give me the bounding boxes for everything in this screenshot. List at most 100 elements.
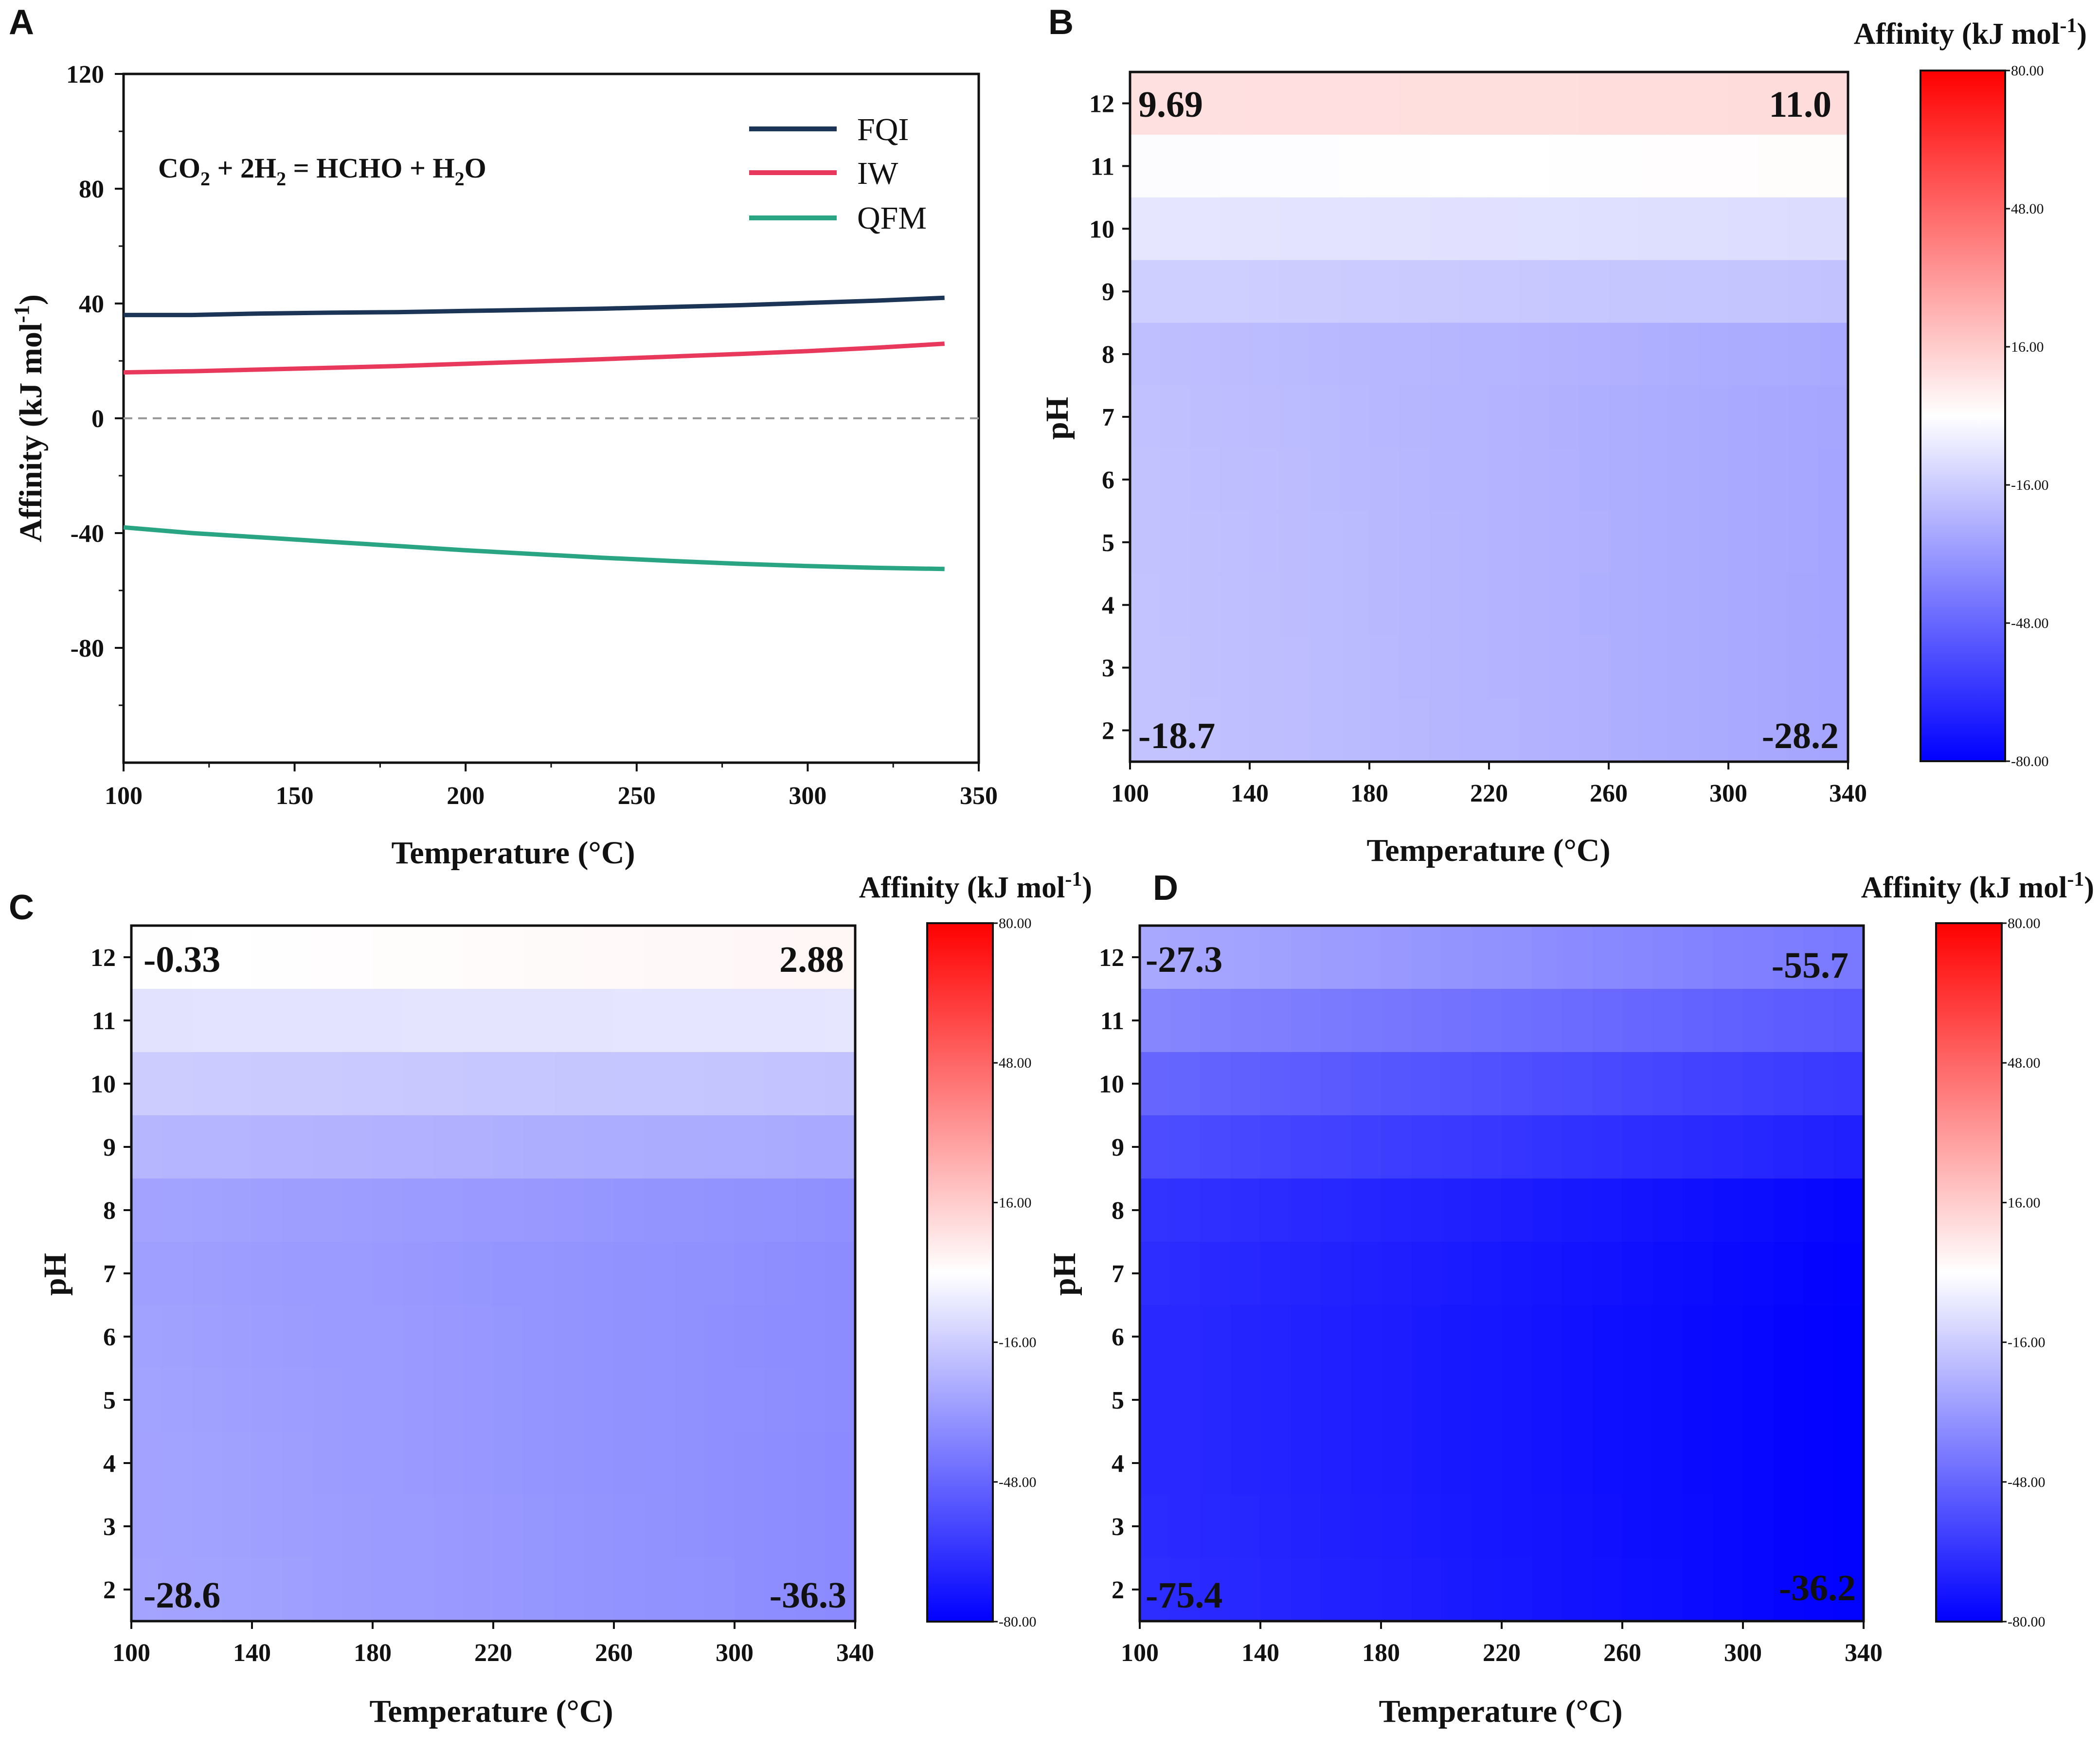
heatmap-cell-c-ph8-c22	[795, 1179, 826, 1242]
heatmap-cell-d-ph6-c2	[1200, 1305, 1231, 1369]
heatmap-cell-c-ph10-c14	[554, 1052, 584, 1116]
x-ticks-d: 100 140 180 220 260 300 340	[1121, 1621, 1883, 1667]
heatmap-cell-d-ph4-c18	[1683, 1431, 1713, 1495]
y-tick-label-a--80: -80	[71, 635, 104, 662]
heatmap-cell-d-ph9-c14	[1562, 1115, 1593, 1179]
heatmap-cell-c-ph2-c17	[644, 1558, 675, 1622]
y-tick-label-c-12: 12	[90, 944, 116, 972]
heatmap-cell-b-ph4-c16	[1609, 573, 1639, 637]
heatmap-cell-d-ph4-c21	[1773, 1431, 1804, 1495]
x-tick-label-c-140: 140	[233, 1639, 271, 1667]
heatmap-cell-c-ph9-c18	[674, 1115, 705, 1179]
heatmap-cell-b-ph12-c18	[1669, 72, 1699, 135]
heatmap-cell-c-ph11-c5	[282, 989, 313, 1053]
heatmap-cell-d-ph5-c7	[1351, 1368, 1382, 1432]
y-tick-label-b-6: 6	[1102, 466, 1114, 494]
heatmap-cell-b-ph9-c2	[1190, 260, 1221, 323]
heatmap-cell-b-ph6-c19	[1698, 448, 1729, 511]
heatmap-cell-c-ph12-c13	[523, 926, 554, 989]
heatmap-cell-c-ph11-c19	[704, 989, 735, 1053]
y-axis-title-b: pH	[1040, 397, 1075, 440]
heatmap-cell-d-ph8-c23	[1833, 1179, 1864, 1242]
heatmap-cell-b-ph6-c15	[1579, 448, 1609, 511]
heatmap-cell-b-ph6-c14	[1549, 448, 1579, 511]
heatmap-cell-c-ph4-c16	[614, 1431, 645, 1495]
heatmap-cell-d-ph7-c10	[1441, 1242, 1472, 1305]
heatmap-cell-d-ph7-c21	[1773, 1242, 1804, 1305]
heatmap-cell-c-ph7-c8	[373, 1242, 403, 1305]
heatmap-cells-c	[131, 926, 856, 1622]
colorbar-tick-label-d-4: -48.00	[2008, 1474, 2046, 1490]
heatmap-cell-b-ph3-c23	[1818, 636, 1849, 699]
heatmap-cell-d-ph7-c9	[1411, 1242, 1442, 1305]
heatmap-cell-d-ph3-c7	[1351, 1495, 1382, 1558]
heatmap-cell-c-ph6-c17	[644, 1305, 675, 1369]
heatmap-cell-c-ph3-c8	[373, 1495, 403, 1558]
heatmap-cell-c-ph8-c20	[735, 1179, 765, 1242]
x-tick-label-c-100: 100	[112, 1639, 150, 1667]
heatmap-cell-b-ph6-c2	[1190, 448, 1221, 511]
heatmap-cell-d-ph7-c22	[1803, 1242, 1834, 1305]
heatmap-cell-c-ph5-c10	[433, 1368, 464, 1432]
heatmap-cell-b-ph10-c14	[1549, 197, 1579, 261]
heatmap-cell-d-ph4-c7	[1351, 1431, 1382, 1495]
heatmap-cell-c-ph2-c20	[735, 1558, 765, 1622]
heatmap-cell-c-ph3-c4	[252, 1495, 283, 1558]
heatmap-cell-b-ph9-c0	[1130, 260, 1161, 323]
y-tick-label-a--40: -40	[71, 520, 104, 548]
heatmap-cell-d-ph7-c8	[1381, 1242, 1412, 1305]
heatmap-cell-d-ph6-c15	[1592, 1305, 1623, 1369]
heatmap-cell-b-ph5-c14	[1549, 511, 1579, 574]
heatmap-cell-c-ph8-c18	[674, 1179, 705, 1242]
heatmap-cell-d-ph2-c8	[1381, 1558, 1412, 1622]
heatmap-cell-c-ph10-c12	[493, 1052, 524, 1116]
heatmap-cell-d-ph3-c17	[1652, 1495, 1683, 1558]
heatmap-cell-b-ph11-c13	[1519, 134, 1549, 198]
heatmap-cell-d-ph6-c20	[1743, 1305, 1774, 1369]
heatmap-cell-b-ph11-c19	[1698, 134, 1729, 198]
corner-label-top-right-b: 11.0	[1769, 84, 1831, 125]
heatmap-cell-b-ph9-c14	[1549, 260, 1579, 323]
heatmap-cell-d-ph2-c9	[1411, 1558, 1442, 1622]
heatmap-cell-d-ph10-c3	[1230, 1052, 1261, 1116]
heatmap-cell-b-ph3-c7	[1339, 636, 1370, 699]
heatmap-cell-c-ph2-c11	[463, 1558, 494, 1622]
heatmap-cell-d-ph3-c20	[1743, 1495, 1774, 1558]
heatmap-cell-c-ph12-c11	[463, 926, 494, 989]
heatmap-cell-c-ph5-c19	[704, 1368, 735, 1432]
legend-a: FQI IW QFM	[749, 112, 927, 236]
heatmap-cell-b-ph7-c12	[1489, 385, 1520, 449]
heatmap-cell-b-ph10-c17	[1638, 197, 1669, 261]
heatmap-cell-b-ph7-c16	[1609, 385, 1639, 449]
heatmap-cell-c-ph5-c4	[252, 1368, 283, 1432]
heatmap-cell-b-ph4-c6	[1310, 573, 1340, 637]
heatmap-cell-b-ph2-c4	[1250, 699, 1280, 762]
heatmap-cell-c-ph11-c1	[162, 989, 192, 1053]
legend-label-qfm: QFM	[857, 200, 927, 236]
heatmap-cell-b-ph12-c8	[1369, 72, 1400, 135]
heatmap-cell-b-ph7-c2	[1190, 385, 1221, 449]
heatmap-cell-d-ph3-c11	[1472, 1495, 1502, 1558]
heatmap-cell-b-ph3-c1	[1160, 636, 1190, 699]
heatmap-cell-b-ph8-c11	[1459, 322, 1490, 386]
heatmap-cell-b-ph5-c6	[1310, 511, 1340, 574]
heatmap-cell-c-ph2-c8	[373, 1558, 403, 1622]
heatmap-cell-b-ph12-c0	[1130, 72, 1161, 135]
x-ticks-b: 100 140 180 220 260 300 340	[1111, 762, 1867, 807]
heatmap-cell-c-ph5-c3	[222, 1368, 252, 1432]
heatmap-cell-b-ph4-c2	[1190, 573, 1221, 637]
heatmap-cell-b-ph4-c19	[1698, 573, 1729, 637]
heatmap-cell-c-ph10-c16	[614, 1052, 645, 1116]
heatmap-cell-c-ph3-c2	[192, 1495, 222, 1558]
heatmap-cell-b-ph3-c8	[1369, 636, 1400, 699]
x-tick-label-b-180: 180	[1350, 780, 1388, 807]
heatmap-cell-b-ph7-c10	[1429, 385, 1460, 449]
heatmap-cell-b-ph3-c16	[1609, 636, 1639, 699]
heatmap-cell-d-ph7-c14	[1562, 1242, 1593, 1305]
heatmap-cell-b-ph11-c4	[1250, 134, 1280, 198]
heatmap-cell-d-ph6-c9	[1411, 1305, 1442, 1369]
heatmap-cell-c-ph2-c0	[131, 1558, 162, 1622]
y-tick-label-d-11: 11	[1100, 1007, 1124, 1035]
heatmap-cell-c-ph10-c17	[644, 1052, 675, 1116]
heatmap-cell-d-ph7-c1	[1170, 1242, 1201, 1305]
